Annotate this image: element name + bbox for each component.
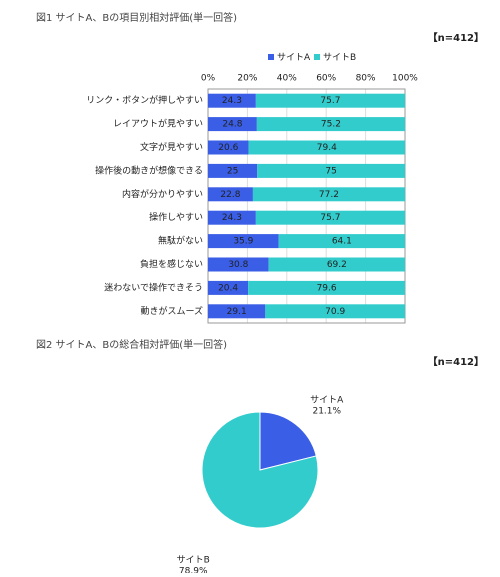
bar-segment bbox=[252, 187, 405, 202]
legend-swatch bbox=[314, 54, 320, 60]
bar-segment bbox=[278, 234, 405, 249]
bar-segment bbox=[208, 257, 269, 272]
data-label: 79.4 bbox=[317, 143, 337, 153]
x-tick-label: 60% bbox=[316, 74, 336, 84]
sample-size: 【n=412】 bbox=[428, 31, 484, 44]
slice-value: 78.9% bbox=[179, 566, 208, 573]
slice-value: 21.1% bbox=[312, 407, 341, 417]
category-label: 操作後の動きが想像できる bbox=[95, 164, 203, 176]
legend-label: サイトB bbox=[323, 52, 356, 63]
bar-segment bbox=[255, 93, 405, 108]
data-label: 24.8 bbox=[222, 120, 242, 130]
slice-label: サイトA bbox=[310, 395, 344, 406]
data-label: 75 bbox=[325, 166, 336, 176]
category-label: 動きがスムーズ bbox=[140, 305, 203, 317]
data-label: 24.3 bbox=[222, 213, 242, 223]
data-label: 20.6 bbox=[218, 143, 238, 153]
bar-segment bbox=[208, 210, 256, 225]
chart-title: 図2 サイトA、Bの総合相対評価(単一回答) bbox=[36, 338, 227, 351]
bar-segment bbox=[255, 210, 405, 225]
data-label: 64.1 bbox=[332, 237, 352, 247]
legend-swatch bbox=[268, 54, 274, 60]
data-label: 75.7 bbox=[320, 213, 340, 223]
category-label: レイアウトが見やすい bbox=[113, 118, 203, 130]
chart-title: 図1 サイトA、Bの項目別相対評価(単一回答) bbox=[36, 11, 237, 24]
legend-label: サイトA bbox=[277, 52, 311, 63]
data-label: 24.3 bbox=[222, 96, 242, 106]
bar-segment bbox=[208, 234, 279, 249]
data-label: 29.1 bbox=[227, 307, 247, 317]
bar-segment bbox=[208, 163, 258, 178]
data-label: 22.8 bbox=[220, 190, 240, 200]
bar-segment bbox=[248, 140, 405, 155]
bar-segment bbox=[208, 304, 266, 319]
bar-segment bbox=[257, 163, 405, 178]
data-label: 75.7 bbox=[320, 96, 340, 106]
data-label: 75.2 bbox=[321, 120, 341, 130]
bar-segment bbox=[208, 140, 249, 155]
bar-segment bbox=[256, 117, 405, 132]
x-tick-label: 0% bbox=[201, 74, 216, 84]
pie-slice bbox=[201, 411, 319, 529]
bar-segment bbox=[208, 280, 249, 295]
data-label: 25 bbox=[227, 166, 238, 176]
category-label: 操作しやすい bbox=[149, 211, 203, 223]
bar-segment bbox=[268, 257, 405, 272]
category-label: 内容が分かりやすい bbox=[122, 188, 203, 200]
category-label: 迷わないで操作できそう bbox=[104, 281, 203, 293]
data-label: 20.4 bbox=[218, 283, 238, 293]
x-tick-label: 40% bbox=[277, 74, 297, 84]
category-label: 負担を感じない bbox=[140, 258, 203, 270]
data-label: 70.9 bbox=[325, 307, 345, 317]
bar-segment bbox=[248, 280, 405, 295]
plot-frame bbox=[207, 88, 406, 324]
pie-slice bbox=[259, 411, 317, 471]
data-label: 30.8 bbox=[228, 260, 248, 270]
sample-size: 【n=412】 bbox=[428, 355, 484, 368]
x-tick-label: 80% bbox=[356, 74, 376, 84]
data-label: 69.2 bbox=[327, 260, 347, 270]
category-label: リンク・ボタンが押しやすい bbox=[86, 94, 203, 106]
data-label: 35.9 bbox=[233, 237, 253, 247]
x-tick-label: 20% bbox=[237, 74, 257, 84]
slice-label: サイトB bbox=[177, 554, 210, 565]
bar-segment bbox=[265, 304, 405, 319]
bar-segment bbox=[208, 187, 253, 202]
x-tick-label: 100% bbox=[392, 74, 418, 84]
data-label: 77.2 bbox=[319, 190, 339, 200]
data-label: 79.6 bbox=[317, 283, 337, 293]
bar-segment bbox=[208, 117, 257, 132]
category-label: 文字が見やすい bbox=[140, 141, 203, 153]
bar-segment bbox=[208, 93, 256, 108]
category-label: 無駄がない bbox=[158, 235, 203, 247]
